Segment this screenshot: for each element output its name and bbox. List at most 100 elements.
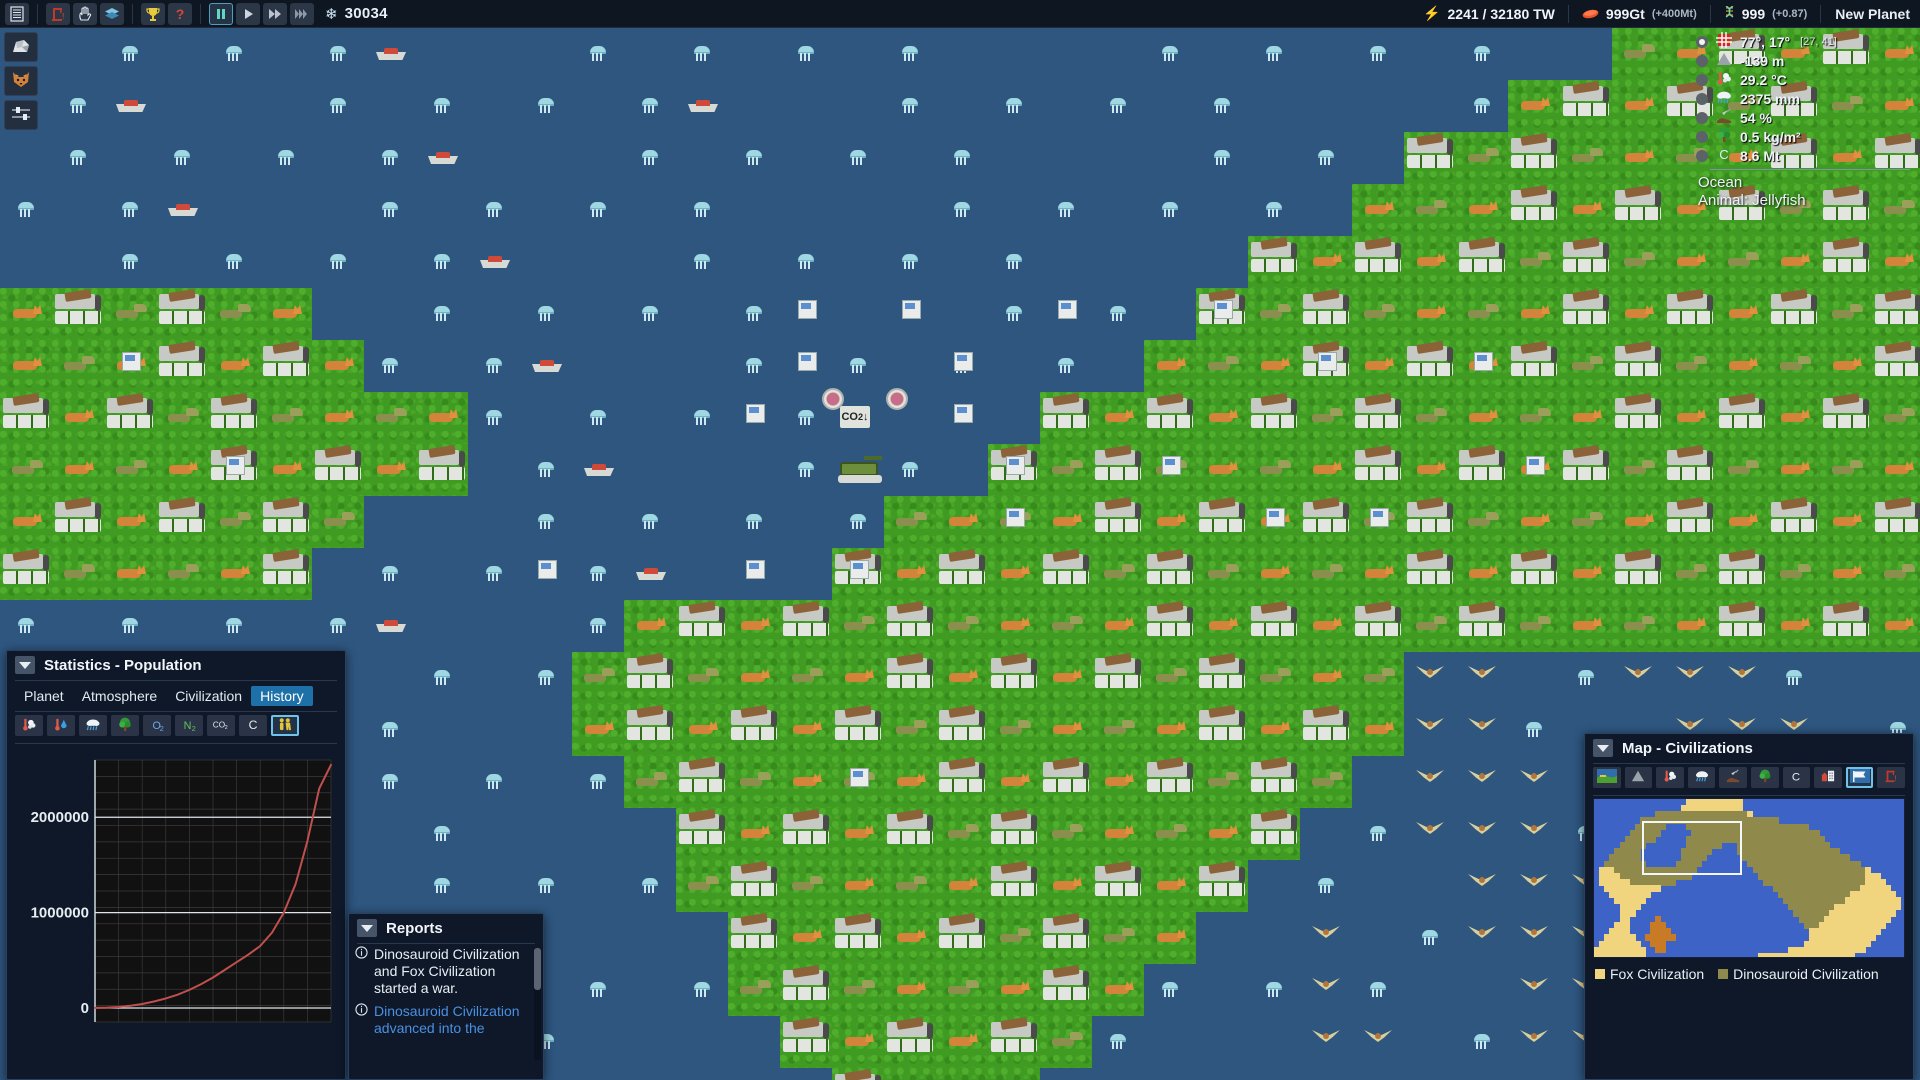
metric-temperature-water[interactable] — [47, 715, 75, 736]
tile-info-row-humidity[interactable]: 54 % — [1696, 108, 1914, 127]
ultra-speed-button[interactable] — [290, 2, 314, 25]
play-icon — [240, 6, 256, 22]
dna-value: 999 — [1741, 5, 1766, 22]
radio-coordinates[interactable] — [1696, 35, 1708, 48]
mountain-icon — [1714, 51, 1734, 70]
collapse-statistics-button[interactable] — [15, 656, 35, 674]
ultra-speed-icon — [294, 6, 310, 22]
rain-cloud-icon — [1714, 89, 1734, 108]
play-button[interactable] — [236, 2, 260, 25]
tab-civilization[interactable]: Civilization — [175, 688, 243, 704]
coordinates-extra: [27, 41] — [1800, 35, 1837, 48]
reports-scrollbar[interactable] — [534, 948, 541, 1060]
tile-info-rows: 77°, 17° [27, 41] -139 m 29.2 °C 2375 mm 54 %… — [1696, 32, 1914, 165]
tile-info-row-biomass-density[interactable]: 0.5 kg/m² — [1696, 127, 1914, 146]
map-layer-soil[interactable] — [1719, 767, 1747, 788]
tile-info-row-temperature[interactable]: 29.2 °C — [1696, 70, 1914, 89]
tab-planet[interactable]: Planet — [24, 688, 64, 704]
report-war[interactable]: Dinosauroid Civilization and Fox Civiliz… — [355, 946, 539, 997]
tile-info-row-elevation[interactable]: -139 m — [1696, 51, 1914, 70]
pause-button[interactable] — [209, 2, 233, 25]
reports-panel: Reports Dinosauroid Civilization and Fox… — [348, 913, 544, 1080]
layers-button[interactable] — [100, 2, 124, 25]
map-layer-terrain[interactable] — [1593, 767, 1621, 788]
metric-carbon[interactable]: C — [239, 715, 267, 736]
divider — [15, 680, 337, 681]
achievements-button[interactable] — [141, 2, 165, 25]
divider — [1709, 4, 1711, 23]
metric-rainfall[interactable] — [79, 715, 107, 736]
reports-list: Dinosauroid Civilization and Fox Civiliz… — [349, 944, 543, 1066]
crane-icon: ! — [1881, 769, 1901, 786]
coordinates-value: 77°, 17° — [1740, 33, 1791, 50]
report-advance[interactable]: Dinosauroid Civilization advanced into t… — [355, 1003, 539, 1037]
biomass-delta: (+400Mt) — [1651, 7, 1697, 20]
rain-cloud-icon — [1692, 769, 1712, 786]
radio-temperature[interactable] — [1696, 73, 1708, 86]
resource-energy: ⚡ 2241 / 32180 TW — [1410, 5, 1568, 22]
svg-text:O: O — [153, 720, 161, 732]
radio-carbon[interactable] — [1696, 149, 1708, 162]
minimap[interactable] — [1593, 798, 1905, 958]
radio-humidity[interactable] — [1696, 111, 1708, 124]
map-layer-elevation[interactable] — [1624, 767, 1653, 788]
map-layer-vegetation[interactable] — [1750, 767, 1779, 788]
collapse-reports-button[interactable] — [357, 919, 377, 937]
map-layer-cities[interactable] — [1814, 767, 1842, 788]
question-icon: ? — [172, 6, 188, 22]
terrain-tool-button[interactable] — [4, 32, 38, 62]
tree-icon — [116, 717, 134, 735]
radio-elevation[interactable] — [1696, 54, 1708, 67]
tile-info-row-carbon[interactable]: C 8.6 Mt — [1696, 146, 1914, 165]
thermometer-snow-icon — [1660, 769, 1680, 786]
reports-header: Reports — [349, 914, 543, 941]
statistics-panel: Statistics - Population Planet Atmosphere… — [6, 650, 346, 1080]
top-bar-info-group: ? — [136, 2, 197, 25]
flag-icon — [1849, 769, 1870, 786]
divider — [1567, 4, 1569, 23]
fast-forward-button[interactable] — [263, 2, 287, 25]
population-chart-svg: 0 1000000 2000000 — [31, 759, 332, 1023]
metric-vegetation[interactable] — [111, 715, 139, 736]
tab-history[interactable]: History — [251, 686, 313, 706]
map-header: Map - Civilizations — [1585, 734, 1913, 761]
map-title: Map - Civilizations — [1622, 739, 1753, 757]
rock-icon — [10, 36, 32, 59]
radio-rainfall[interactable] — [1696, 92, 1708, 105]
map-layer-civilizations[interactable] — [1845, 767, 1874, 788]
map-layer-temperature[interactable] — [1656, 767, 1684, 788]
tab-atmosphere[interactable]: Atmosphere — [81, 688, 158, 704]
hand-button[interactable] — [73, 2, 97, 25]
map-layer-rainfall[interactable] — [1687, 767, 1716, 788]
temperature-value: 29.2 °C — [1740, 71, 1787, 88]
metric-temperature-range[interactable] — [15, 715, 43, 736]
species-tool-button[interactable] — [4, 66, 38, 96]
sliders-tool-button[interactable] — [4, 100, 38, 130]
statistics-title: Statistics - Population — [44, 656, 202, 674]
build-button[interactable]: ! — [46, 2, 70, 25]
minimap-viewport-rect[interactable] — [1642, 821, 1742, 875]
new-planet-button[interactable]: New Planet — [1835, 5, 1910, 22]
menu-button[interactable] — [5, 2, 29, 25]
city-icon — [1818, 769, 1838, 786]
map-layer-buildings[interactable]: ! — [1877, 767, 1905, 788]
divider — [132, 3, 133, 24]
elevation-value: -139 m — [1740, 52, 1785, 69]
thermometer-water-icon — [52, 717, 70, 735]
statistics-tabs: Planet Atmosphere Civilization History — [7, 681, 345, 709]
people-icon — [276, 717, 294, 735]
metric-population[interactable] — [271, 715, 299, 736]
metric-carbon-dioxide[interactable]: CO 2 — [207, 715, 235, 736]
radio-biomass-density[interactable] — [1696, 130, 1708, 143]
collapse-map-button[interactable] — [1593, 739, 1613, 757]
year-value: 30034 — [344, 5, 388, 22]
map-layer-carbon[interactable]: C — [1782, 767, 1811, 788]
help-button[interactable]: ? — [168, 2, 192, 25]
thermometer-snow-icon — [20, 717, 38, 735]
tile-info-row-rainfall[interactable]: 2375 mm — [1696, 89, 1914, 108]
reports-scroll-thumb[interactable] — [534, 948, 541, 990]
tile-info-row-coordinates[interactable]: 77°, 17° [27, 41] — [1696, 32, 1914, 51]
